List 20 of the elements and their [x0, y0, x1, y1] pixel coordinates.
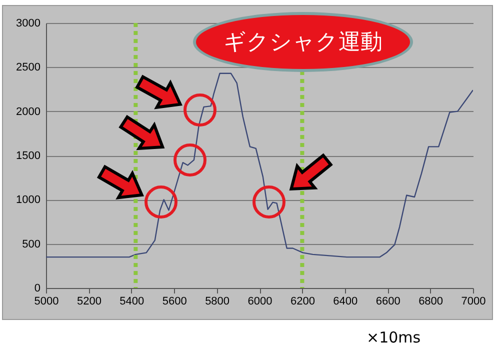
- y-tick-label: 2000: [16, 106, 40, 118]
- y-tick-label: 3000: [16, 18, 40, 30]
- y-tick-label: 1500: [16, 150, 40, 162]
- x-tick-label: 6400: [333, 296, 358, 308]
- line-series: [46, 72, 473, 258]
- x-tick-label: 6600: [376, 296, 400, 308]
- x-tick-label: 5400: [120, 296, 144, 308]
- x-tick-label: 5000: [34, 296, 59, 308]
- x-tick-label: 5600: [162, 296, 187, 308]
- y-tick-label: 500: [22, 238, 40, 250]
- y-tick-label: 1000: [16, 194, 40, 206]
- x-tick-label: 7000: [461, 296, 486, 308]
- x-tick-label: 5800: [205, 296, 230, 308]
- x-tick-label: 5200: [76, 296, 102, 308]
- x-tick-label: 6000: [248, 296, 272, 308]
- x-tick-label: 6800: [418, 296, 444, 308]
- x-axis-title: ×10ms: [366, 328, 421, 346]
- y-tick-label: 0: [34, 282, 40, 294]
- y-tick-label: 2500: [16, 62, 40, 74]
- x-tick-label: 6200: [290, 296, 315, 308]
